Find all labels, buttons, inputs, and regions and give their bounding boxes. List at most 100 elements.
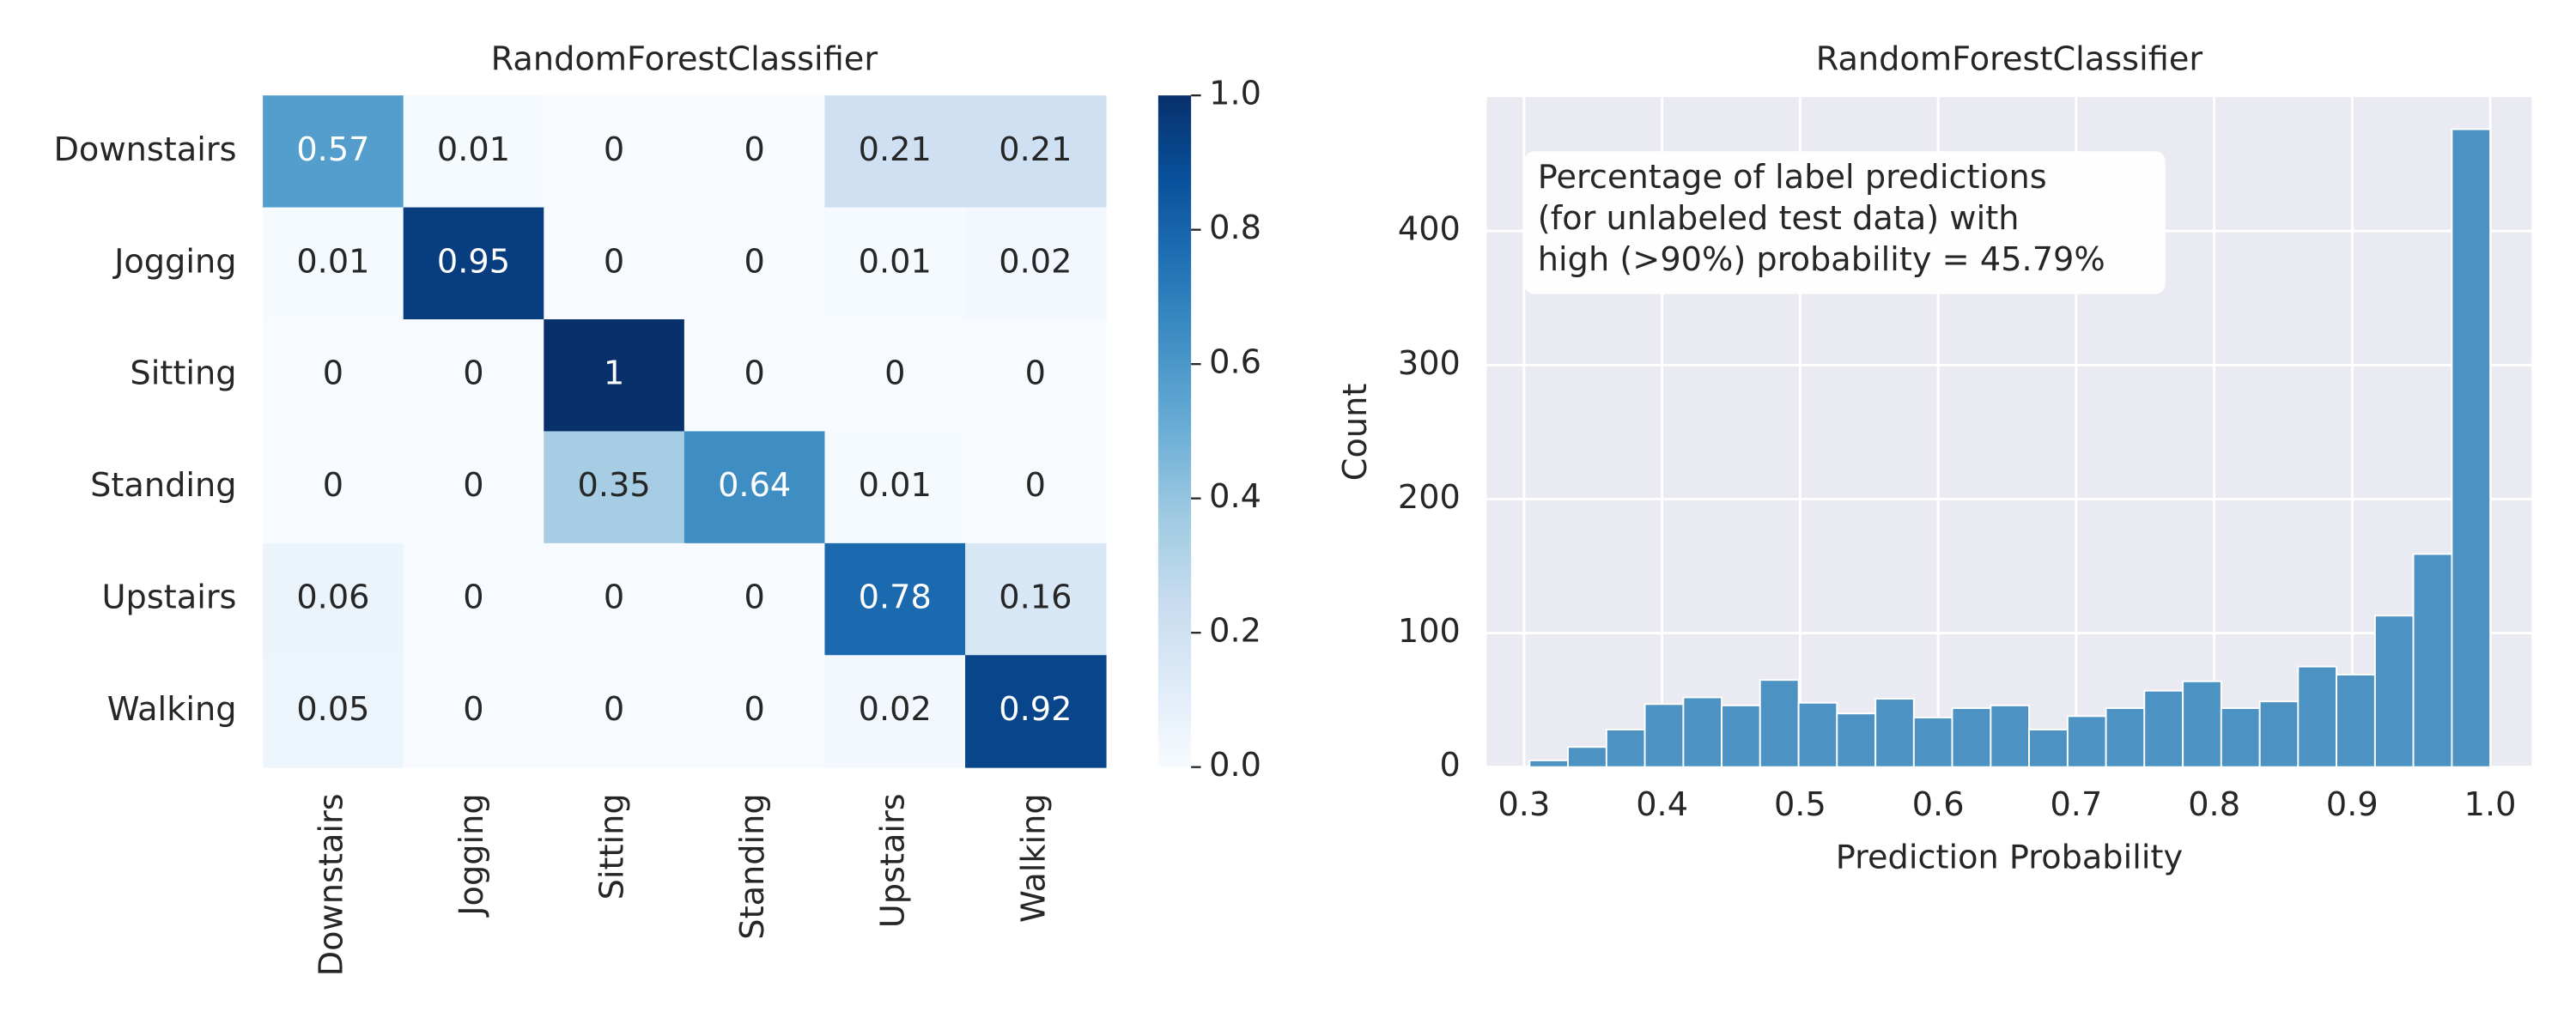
- x-tick-label: 0.5: [1774, 785, 1826, 824]
- x-tick-label: 0.7: [2050, 785, 2102, 824]
- x-tick-label: 0.4: [1636, 785, 1688, 824]
- histogram-bar: [2373, 615, 2415, 768]
- cell-label: 0: [463, 466, 483, 505]
- chart-title: RandomForestClassifier: [491, 39, 878, 78]
- histogram-bar: [2066, 715, 2107, 768]
- heatmap-cell: [965, 319, 1107, 433]
- annotation-line: (for unlabeled test data) with: [1538, 199, 2020, 238]
- heatmap-cell: [544, 319, 685, 433]
- cell-label: 0: [604, 242, 624, 281]
- heatmap-cell: [403, 542, 545, 657]
- heatmap-cell: [683, 542, 826, 657]
- x-axis-label: Prediction Probability: [1836, 838, 2183, 876]
- colorbar-tick-label: 0.6: [1209, 343, 1261, 382]
- cell-label: 0: [744, 579, 764, 617]
- heatmap-cell: [403, 95, 545, 209]
- cell-label: 0: [1025, 466, 1046, 505]
- cell-label: 0: [604, 130, 624, 169]
- heatmap-cell: [824, 655, 966, 768]
- colorbar-tick-label: 0.8: [1209, 209, 1261, 247]
- heatmap-cell: [965, 655, 1107, 768]
- cell-label: 0.16: [999, 579, 1072, 617]
- heatmap-cell: [544, 431, 685, 544]
- cell-label: 0: [744, 354, 764, 393]
- cell-label: 0.21: [999, 130, 1072, 169]
- cell-label: 0.01: [296, 242, 369, 281]
- heatmap-cell: [965, 207, 1107, 320]
- chart-title: RandomForestClassifier: [1816, 39, 2203, 78]
- histogram-bar: [2451, 128, 2492, 768]
- cell-label: 0.78: [859, 579, 932, 617]
- colorbar-tick-label: 0.4: [1209, 477, 1261, 516]
- x-tick-label: Standing: [733, 793, 772, 939]
- heatmap-cell: [683, 655, 826, 768]
- heatmap-cell: [683, 319, 826, 433]
- heatmap-cell: [403, 319, 545, 433]
- histogram-bar: [1797, 701, 1838, 768]
- histogram-bar: [1643, 703, 1685, 768]
- heatmap-cell: [544, 207, 685, 320]
- heatmap-cell: [824, 319, 966, 433]
- histogram-bar: [1990, 704, 2031, 768]
- cell-label: 0.92: [999, 690, 1072, 729]
- heatmap-cell: [544, 95, 685, 209]
- cell-label: 0: [463, 690, 483, 729]
- heatmap-cell: [403, 207, 545, 320]
- y-tick-label: 200: [1398, 478, 1461, 517]
- x-tick-label: 0.3: [1498, 785, 1550, 824]
- annotation-line: Percentage of label predictions: [1538, 158, 2047, 197]
- cell-label: 0.06: [296, 579, 369, 617]
- cell-label: 0: [323, 466, 343, 505]
- histogram-bar: [2412, 553, 2453, 768]
- heatmap-cell: [263, 542, 404, 657]
- heatmap-cell: [824, 431, 966, 544]
- annotation-box: [1524, 151, 2166, 294]
- histogram-bar: [2105, 707, 2146, 768]
- cell-label: 0.02: [859, 690, 932, 729]
- cell-label: 0: [604, 690, 624, 729]
- histogram-bar: [1721, 704, 1761, 768]
- heatmap-cell: [965, 95, 1107, 209]
- cell-label: 0.01: [859, 466, 932, 505]
- heatmap-cell: [263, 207, 404, 320]
- histogram-bar: [2297, 665, 2338, 768]
- heatmap-cell: [263, 95, 404, 209]
- heatmap-cell: [824, 207, 966, 320]
- y-tick-label: 100: [1398, 612, 1461, 651]
- y-tick-label: Sitting: [130, 354, 236, 393]
- histogram-bar: [2182, 680, 2222, 768]
- heatmap-cell: [403, 655, 545, 768]
- heatmap-cell: [263, 655, 404, 768]
- histogram-bar: [1682, 696, 1723, 768]
- y-tick-label: Jogging: [112, 242, 236, 281]
- heatmap-cell: [263, 431, 404, 544]
- histogram-bar: [1528, 759, 1569, 768]
- cell-label: 0.01: [859, 242, 932, 281]
- y-tick-label: Walking: [107, 690, 237, 729]
- x-tick-label: Walking: [1014, 793, 1053, 923]
- histogram-bar: [1874, 698, 1915, 768]
- y-tick-label: 400: [1398, 210, 1461, 249]
- histogram-bar: [1836, 712, 1877, 768]
- x-tick-label: Downstairs: [312, 793, 350, 976]
- y-tick-label: Standing: [90, 466, 236, 505]
- colorbar-tick-label: 1.0: [1209, 75, 1261, 113]
- histogram-bar: [2336, 674, 2376, 768]
- histogram-bar: [1567, 746, 1607, 768]
- annotation-line: high (>90%) probability = 45.79%: [1538, 240, 2105, 279]
- y-tick-label: Upstairs: [102, 579, 237, 617]
- x-tick-label: 0.9: [2326, 785, 2379, 824]
- cell-label: 0: [1025, 354, 1046, 393]
- cell-label: 0: [744, 690, 764, 729]
- y-tick-label: 300: [1398, 344, 1461, 383]
- heatmap-cell: [263, 319, 404, 433]
- x-tick-label: Upstairs: [874, 793, 913, 928]
- x-tick-label: 0.6: [1912, 785, 1965, 824]
- histogram-bar: [2258, 700, 2300, 768]
- y-tick-label: 0: [1440, 746, 1461, 785]
- heatmap-cell: [965, 431, 1107, 544]
- histogram-bar: [1912, 716, 1953, 768]
- heatmap-cell: [544, 655, 685, 768]
- heatmap-cell: [683, 207, 826, 320]
- heatmap-cell: [824, 95, 966, 209]
